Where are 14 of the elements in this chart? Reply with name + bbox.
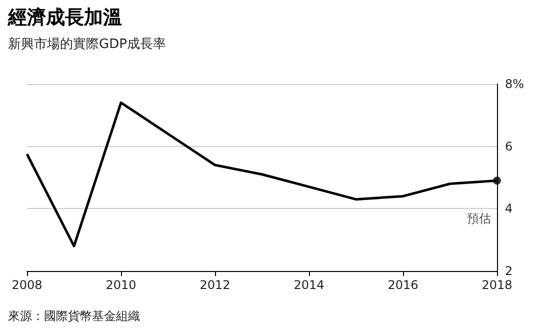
- chart-subtitle: 新興市場的實際GDP成長率: [8, 36, 166, 52]
- y-tick-label: 8%: [505, 77, 524, 91]
- x-tick-label: 2008: [12, 278, 42, 292]
- x-tick-label: 2014: [294, 278, 324, 292]
- annotation: 預估: [467, 212, 491, 226]
- y-tick-label: 2: [505, 264, 513, 278]
- y-tick-label: 4: [505, 202, 513, 216]
- x-tick-label: 2012: [200, 278, 230, 292]
- text: 來源：國際貨幣基金組織: [8, 309, 140, 323]
- x-tick-label: 2010: [106, 278, 136, 292]
- chart-title: 經濟成長加溫: [7, 6, 122, 28]
- y-tick-label: 6: [505, 139, 513, 154]
- x-tick-label: 2016: [388, 278, 418, 292]
- x-tick-label: 2018: [482, 278, 512, 292]
